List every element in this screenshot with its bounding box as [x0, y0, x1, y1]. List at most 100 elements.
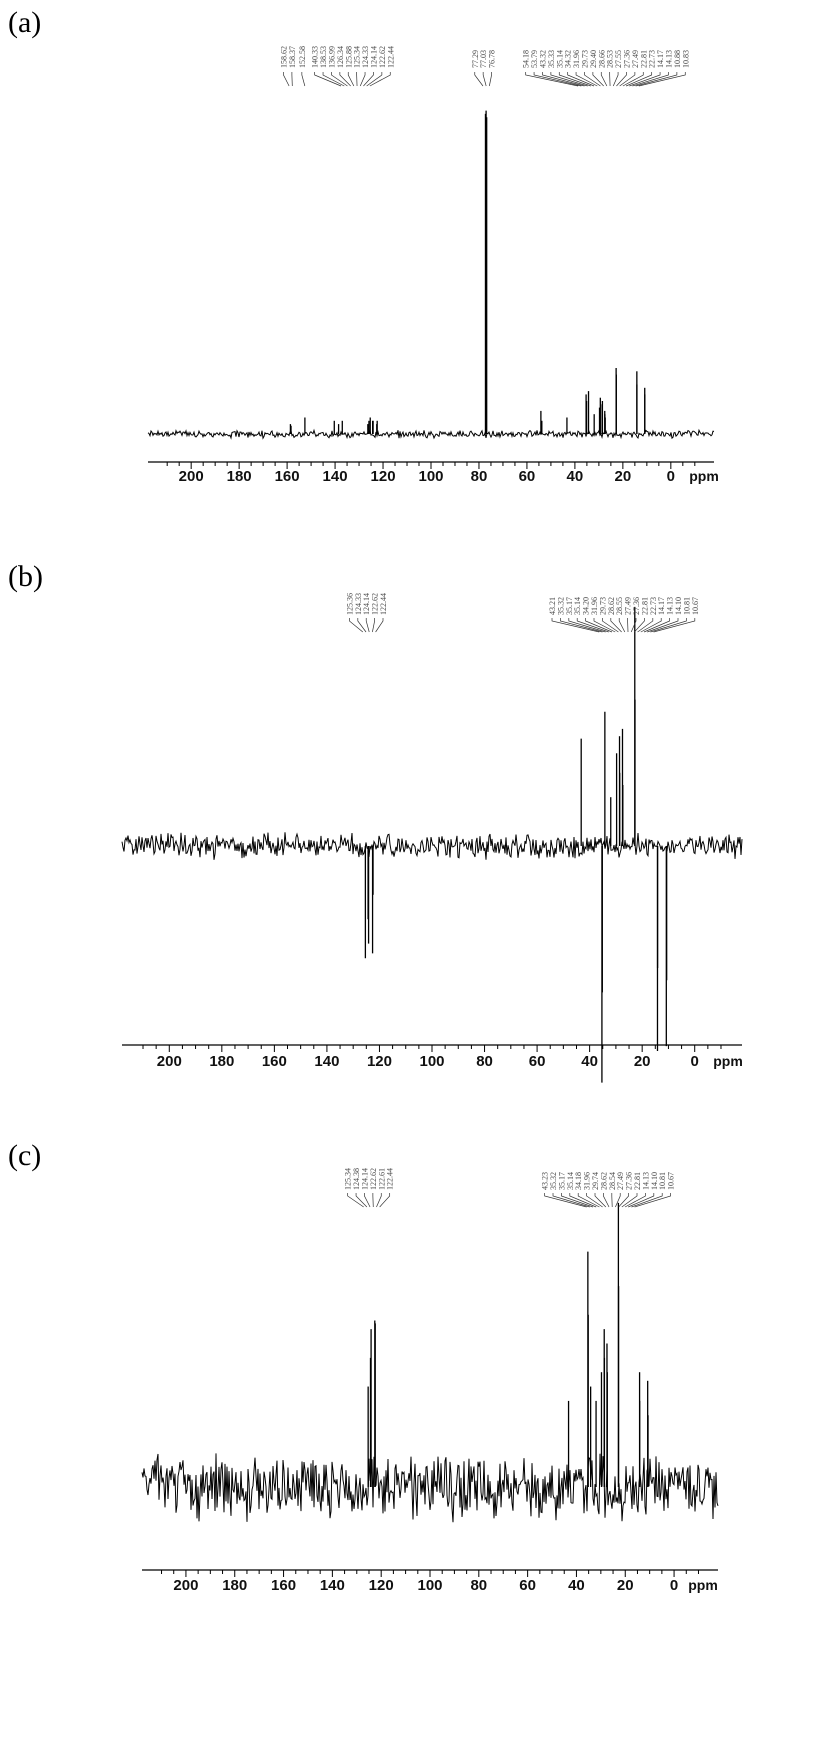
peak-label-connector	[379, 1193, 391, 1208]
peak-label: 140.33	[311, 46, 320, 68]
peak-label-connector	[482, 72, 487, 87]
peak-label: 54.18	[522, 50, 531, 68]
tick-label-160: 160	[271, 1577, 296, 1594]
peak-label-connector	[632, 72, 669, 87]
peak-label-connector	[650, 618, 687, 633]
peak-label-connector	[322, 72, 345, 87]
tick-label-120: 120	[367, 1053, 392, 1070]
peak-label: 122.44	[379, 593, 388, 615]
tick-label-200: 200	[157, 1053, 182, 1070]
peak-label: 35.14	[555, 50, 564, 68]
peak-label: 22.81	[639, 50, 648, 68]
tick-label-40: 40	[567, 468, 584, 485]
peak-label: 22.73	[649, 597, 658, 615]
peak-label: 22.81	[640, 597, 649, 615]
peak-label: 34.32	[564, 50, 573, 68]
peak-label-connector	[615, 1193, 621, 1208]
peak-label-connector	[628, 1193, 655, 1208]
peak-label: 27.55	[614, 50, 623, 68]
peak-label: 35.32	[556, 597, 565, 615]
tick-label-60: 60	[519, 1577, 536, 1594]
peak-label: 34.20	[582, 597, 591, 615]
peak-label: 14.13	[641, 1172, 650, 1190]
peak-label-connector	[637, 618, 654, 633]
peak-label-connector	[575, 72, 598, 87]
tick-label-0: 0	[667, 468, 675, 485]
peak-label-connector	[363, 72, 374, 87]
peak-label: 28.53	[606, 50, 615, 68]
peak-label-connector	[567, 72, 595, 87]
tick-label-20: 20	[634, 1053, 651, 1070]
peak-label-connector	[489, 72, 492, 87]
peak-label-connector	[602, 618, 619, 633]
peak-label: 126.34	[336, 46, 345, 68]
peak-label-connector	[314, 72, 342, 87]
tick-label-120: 120	[371, 468, 396, 485]
peak-label: 76.78	[488, 50, 497, 68]
peak-label: 31.96	[583, 1172, 592, 1190]
peak-label: 22.73	[648, 50, 657, 68]
peak-label-connector	[376, 1193, 382, 1208]
tick-label-60: 60	[529, 1053, 546, 1070]
peak-label: 77.03	[479, 50, 488, 68]
peak-label-connector	[560, 618, 603, 633]
peak-label-connector	[550, 72, 588, 87]
peak-label-connector	[375, 618, 384, 633]
peak-label: 27.36	[625, 1172, 634, 1190]
peak-label: 35.33	[547, 50, 556, 68]
tick-label-140: 140	[314, 1053, 339, 1070]
tick-label-0: 0	[670, 1577, 678, 1594]
peak-label: 122.62	[371, 593, 380, 615]
peak-label-connector	[372, 618, 375, 633]
tick-label-200: 200	[173, 1577, 198, 1594]
peak-label-connector	[357, 618, 367, 633]
peak-label-connector	[635, 72, 678, 87]
peak-label: 77.29	[471, 50, 480, 68]
peak-label: 14.17	[656, 50, 665, 68]
peak-label: 10.83	[681, 50, 690, 68]
noise-trace	[121, 832, 743, 860]
peak-label-connector	[359, 72, 366, 87]
peak-label: 124.33	[361, 46, 370, 68]
tick-label-140: 140	[323, 468, 348, 485]
peak-label-connector	[631, 1193, 663, 1208]
peak-label-connector	[366, 72, 383, 87]
peak-label-connector	[331, 72, 348, 87]
peak-label: 27.36	[632, 597, 641, 615]
tick-label-80: 80	[470, 1577, 487, 1594]
panel-label: (b)	[8, 560, 43, 593]
x-unit-label: ppm	[688, 1577, 718, 1593]
tick-label-20: 20	[617, 1577, 634, 1594]
peak-label-connector	[569, 1193, 597, 1208]
tick-label-60: 60	[519, 468, 536, 485]
peak-label: 22.81	[633, 1172, 642, 1190]
peak-label: 27.36	[622, 50, 631, 68]
peak-label: 28.66	[597, 50, 606, 68]
peak-label: 35.32	[549, 1172, 558, 1190]
peak-label-connector	[625, 72, 653, 87]
peak-label-connector	[622, 72, 644, 87]
tick-label-20: 20	[615, 468, 632, 485]
peak-label: 125.36	[345, 593, 354, 615]
peak-label: 14.10	[674, 597, 683, 615]
peak-label-connector	[533, 72, 582, 87]
peak-label-connector	[568, 618, 606, 633]
peak-label: 10.67	[667, 1172, 676, 1190]
peak-label: 27.49	[616, 1172, 625, 1190]
peak-label: 122.44	[386, 46, 395, 68]
peak-label: 53.79	[530, 50, 539, 68]
tick-label-40: 40	[568, 1577, 585, 1594]
tick-label-100: 100	[417, 1577, 442, 1594]
peak-label-connector	[630, 618, 637, 633]
peak-label: 124.33	[354, 593, 363, 615]
peak-label-connector	[610, 618, 622, 633]
peak-label: 28.55	[615, 597, 624, 615]
peak-label: 10.67	[691, 597, 700, 615]
tick-label-160: 160	[275, 468, 300, 485]
peak-label-connector	[542, 72, 585, 87]
peak-label: 136.99	[327, 46, 336, 68]
tick-label-100: 100	[419, 1053, 444, 1070]
peak-label-connector	[525, 72, 579, 87]
